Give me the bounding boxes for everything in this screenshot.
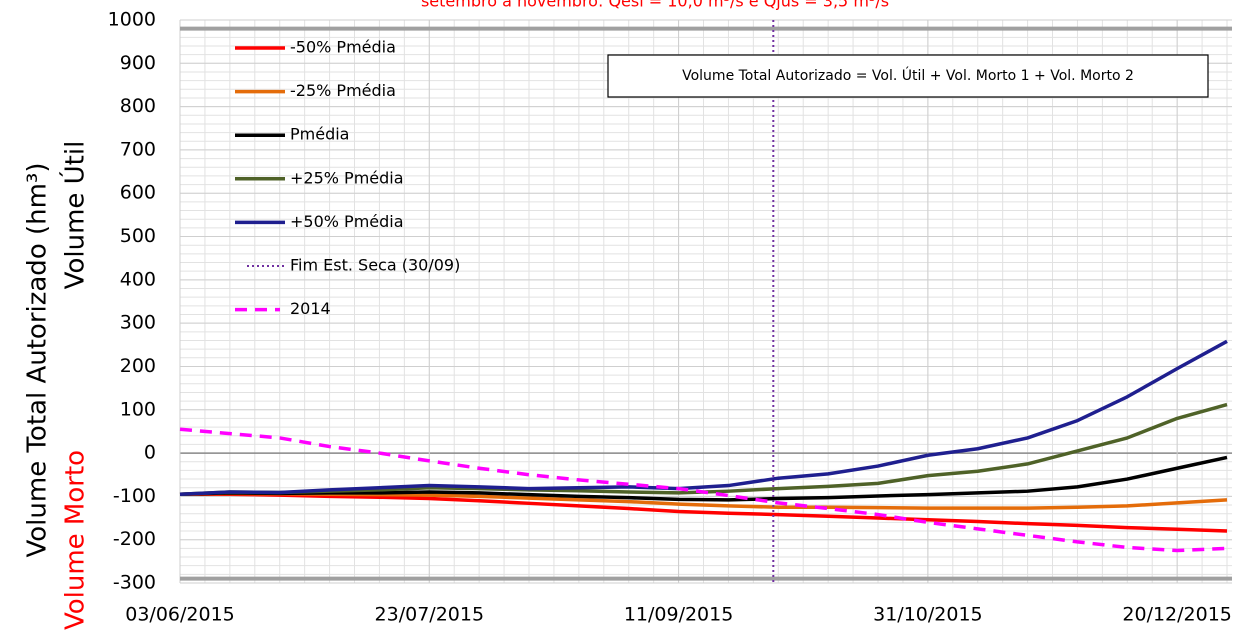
legend-label: +25% Pmédia xyxy=(290,168,404,187)
y-tick-label: 900 xyxy=(120,52,156,74)
series-line xyxy=(179,455,1228,502)
y-tick-label: 500 xyxy=(120,225,156,247)
legend-label: +50% Pmédia xyxy=(290,212,404,231)
x-tick-label: 11/09/2015 xyxy=(624,604,734,626)
y-tick-label: 800 xyxy=(120,95,156,117)
x-tick-label: 03/06/2015 xyxy=(125,604,235,626)
y-tick-label: 600 xyxy=(120,182,156,204)
y-tick-label: 100 xyxy=(120,398,156,420)
plot xyxy=(179,20,1228,583)
chart-subtitle: setembro a novembro: Qesl = 10,0 m³/s e … xyxy=(421,0,889,11)
annotation: Volume Total Autorizado = Vol. Útil + Vo… xyxy=(682,66,1134,84)
grid xyxy=(179,19,1232,584)
legend-label: Fim Est. Seca (30/09) xyxy=(290,256,460,275)
legend-label: 2014 xyxy=(290,299,331,318)
x-tick-label: 23/07/2015 xyxy=(375,604,485,626)
y-tick-label: -300 xyxy=(113,572,156,594)
series-line xyxy=(179,339,1228,496)
y-tick-label: 400 xyxy=(120,268,156,290)
y-axis-label-upper: Volume Útil xyxy=(59,141,91,290)
y-tick-label: 200 xyxy=(120,355,156,377)
y-tick-label: 1000 xyxy=(108,9,156,31)
y-axis-label-lower: Volume Morto xyxy=(61,450,91,630)
legend-label: -50% Pmédia xyxy=(290,38,396,57)
legend: -50% Pmédia -25% Pmédia Pmédia +25% Pmédia +… xyxy=(235,38,460,318)
y-tick-label: 0 xyxy=(144,442,156,464)
series-line xyxy=(179,427,1228,553)
series-line xyxy=(180,492,1228,533)
legend-label: Pmédia xyxy=(290,125,349,144)
annotation-box xyxy=(607,54,1209,98)
y-tick-label: -200 xyxy=(113,528,156,550)
y-tick-label: 700 xyxy=(120,138,156,160)
y-axis-label: Volume Total Autorizado (hm³) xyxy=(23,162,53,557)
x-tick-label: 20/12/2015 xyxy=(1122,604,1232,626)
y-tick-label: -100 xyxy=(113,485,156,507)
legend-label: -25% Pmédia xyxy=(290,81,396,100)
x-tick-label: 31/10/2015 xyxy=(873,604,983,626)
y-tick-label: 300 xyxy=(120,312,156,334)
